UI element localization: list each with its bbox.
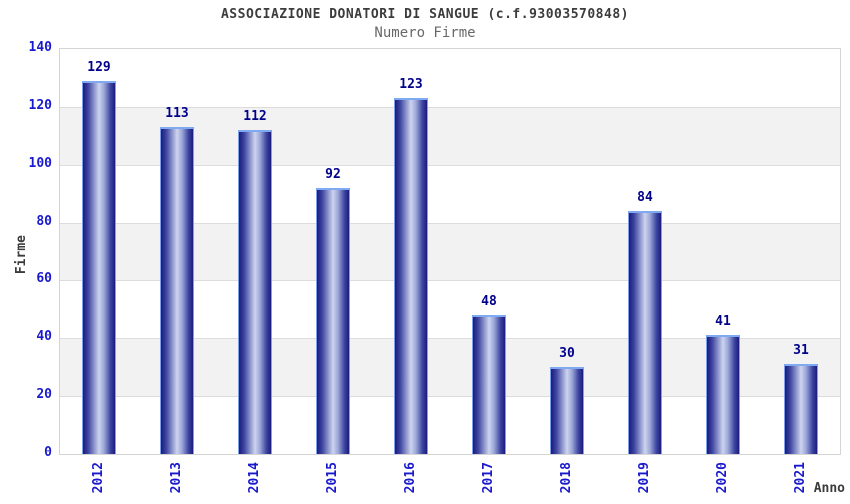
bar-value-label: 92 bbox=[325, 167, 341, 182]
bar-2016 bbox=[394, 98, 428, 454]
bar-2018 bbox=[550, 367, 584, 454]
x-tick-label: 2016 bbox=[402, 462, 418, 494]
x-axis-title: Anno bbox=[813, 481, 845, 496]
gridline bbox=[60, 396, 840, 398]
y-tick-label: 80 bbox=[36, 213, 52, 229]
y-axis-title-text: Firme bbox=[14, 235, 29, 275]
y-tick-label: 100 bbox=[28, 155, 52, 171]
y-tick-label: 20 bbox=[36, 387, 52, 403]
x-tick-label: 2015 bbox=[324, 462, 340, 494]
x-tick-label: 2020 bbox=[714, 462, 730, 494]
x-tick-label: 2018 bbox=[558, 462, 574, 494]
x-tick-label: 2013 bbox=[168, 462, 184, 494]
y-tick-label: 140 bbox=[28, 40, 52, 55]
gridline bbox=[60, 164, 840, 166]
bar-value-label: 129 bbox=[87, 60, 111, 75]
plot-area: 129 113 112 92 123 48 30 84 41 31 bbox=[59, 48, 841, 455]
y-tick-label: 0 bbox=[44, 445, 52, 460]
bar-2015 bbox=[316, 188, 350, 454]
bar-value-label: 113 bbox=[165, 106, 189, 121]
bar-value-label: 41 bbox=[715, 314, 731, 329]
bar-2019 bbox=[628, 211, 662, 454]
bar-value-label: 31 bbox=[793, 343, 809, 358]
chart-subtitle: Numero Firme bbox=[374, 25, 476, 41]
x-tick-label: 2017 bbox=[480, 462, 496, 494]
x-tick-label: 2019 bbox=[636, 462, 652, 494]
x-tick-label: 2012 bbox=[90, 462, 106, 494]
gridline bbox=[60, 280, 840, 282]
bar-value-label: 123 bbox=[399, 77, 423, 92]
gridline bbox=[60, 106, 840, 108]
bar-2014 bbox=[238, 130, 272, 454]
bar-value-label: 48 bbox=[481, 294, 497, 309]
gridline bbox=[60, 338, 840, 340]
x-tick-label: 2014 bbox=[246, 462, 262, 494]
bar-2012 bbox=[82, 81, 116, 454]
bar-2013 bbox=[160, 127, 194, 454]
bar-value-label: 112 bbox=[243, 109, 267, 124]
bar-value-label: 30 bbox=[559, 346, 575, 361]
chart-title: ASSOCIAZIONE DONATORI DI SANGUE (c.f.930… bbox=[220, 7, 629, 22]
x-tick-label: 2021 bbox=[792, 462, 808, 494]
bar-2021 bbox=[784, 364, 818, 454]
y-tick-label: 40 bbox=[36, 329, 52, 345]
bar-2020 bbox=[706, 335, 740, 454]
y-tick-label: 60 bbox=[36, 271, 52, 287]
gridline bbox=[60, 222, 840, 224]
bar-value-label: 84 bbox=[637, 190, 653, 205]
bar-2017 bbox=[472, 315, 506, 454]
y-tick-label: 120 bbox=[28, 97, 52, 113]
